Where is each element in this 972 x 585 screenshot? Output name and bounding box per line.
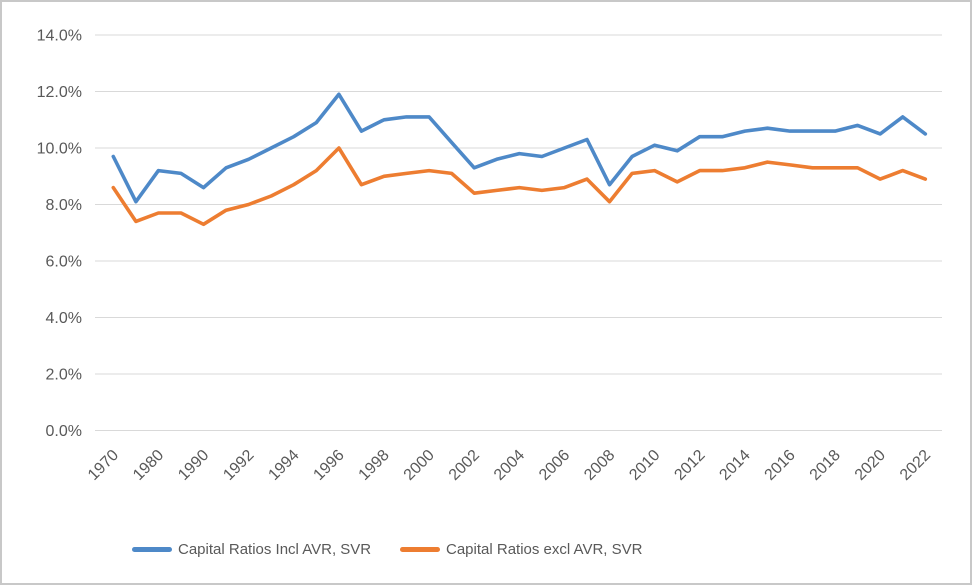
y-tick-label: 6.0% xyxy=(46,254,82,271)
series-line-excl-avr-svr[interactable] xyxy=(111,146,928,227)
legend-item-incl-avr-svr[interactable]: Capital Ratios Incl AVR, SVR xyxy=(132,538,371,560)
x-tick-label: 2000 xyxy=(401,447,438,484)
x-tick-label: 1980 xyxy=(130,447,167,484)
x-tick-label: 1998 xyxy=(356,447,393,484)
x-tick-label: 2018 xyxy=(807,447,844,484)
gridlines xyxy=(95,34,942,431)
y-axis-labels: 0.0% 2.0% 4.0% 6.0% 8.0% 10.0% 12.0% 14.0% xyxy=(37,28,82,441)
legend-swatch-incl xyxy=(132,546,172,552)
x-tick-label: 2022 xyxy=(897,447,934,484)
y-tick-label: 10.0% xyxy=(37,141,82,158)
x-tick-label: 2012 xyxy=(671,447,708,484)
x-tick-label: 2006 xyxy=(536,447,573,484)
x-tick-label: 1996 xyxy=(310,447,347,484)
y-tick-label: 12.0% xyxy=(37,84,82,101)
series-line-incl-avr-svr[interactable] xyxy=(111,92,928,204)
y-tick-label: 0.0% xyxy=(46,423,82,440)
y-tick-label: 4.0% xyxy=(46,310,82,327)
legend-swatch-excl xyxy=(400,546,440,552)
x-tick-label: 2016 xyxy=(762,447,799,484)
chart-legend: Capital Ratios Incl AVR, SVR Capital Rat… xyxy=(2,538,970,564)
x-tick-label: 2004 xyxy=(491,447,528,484)
y-tick-label: 2.0% xyxy=(46,367,82,384)
x-tick-label: 1992 xyxy=(220,447,257,484)
x-tick-label: 2014 xyxy=(716,447,753,484)
y-tick-label: 8.0% xyxy=(46,197,82,214)
legend-label-incl: Capital Ratios Incl AVR, SVR xyxy=(178,540,372,558)
x-tick-label: 2002 xyxy=(446,447,483,484)
x-tick-label: 2020 xyxy=(852,447,889,484)
x-tick-label: 1990 xyxy=(175,447,212,484)
x-tick-label: 2008 xyxy=(581,447,618,484)
y-tick-label: 14.0% xyxy=(37,28,82,45)
x-tick-label: 1970 xyxy=(85,447,122,484)
x-axis-labels: 1970 1980 1990 1992 1994 1996 1998 2000 2002 2004… xyxy=(85,447,934,484)
x-tick-label: 2010 xyxy=(626,447,663,484)
legend-item-excl-avr-svr[interactable]: Capital Ratios excl AVR, SVR xyxy=(400,538,642,560)
legend-label-excl: Capital Ratios excl AVR, SVR xyxy=(446,540,643,558)
x-tick-label: 1994 xyxy=(265,447,302,484)
